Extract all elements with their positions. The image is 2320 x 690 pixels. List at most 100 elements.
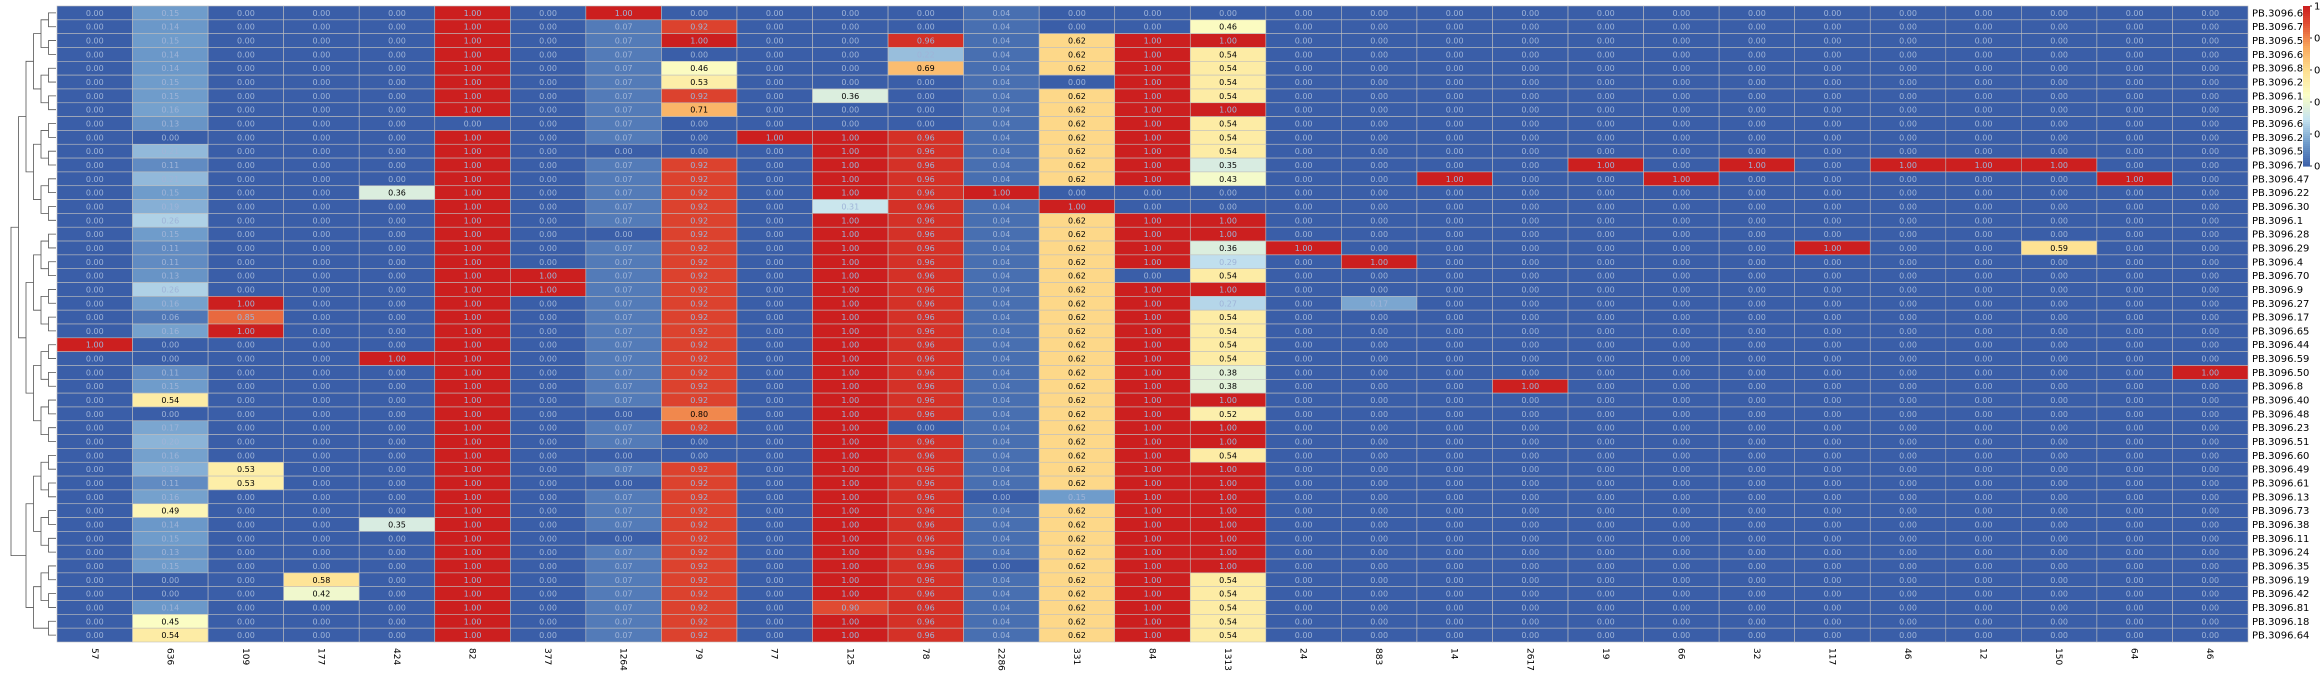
dendrogram-branch xyxy=(48,537,56,553)
cell-value-label: 1.00 xyxy=(464,534,482,543)
cell-value-label: 0.00 xyxy=(2126,299,2144,308)
cell-value-label: 0.96 xyxy=(917,285,935,294)
cell-value-label: 0.00 xyxy=(2201,106,2219,115)
cell-value-label: 0.04 xyxy=(992,548,1010,557)
cell-value-label: 0.00 xyxy=(1975,258,1993,267)
cell-value-label: 0.00 xyxy=(1748,617,1766,626)
cell-value-label: 0.00 xyxy=(766,161,784,170)
cell-value-label: 0.14 xyxy=(161,520,179,529)
cell-value-label: 0.00 xyxy=(1295,23,1313,32)
column-label: 19 xyxy=(1600,648,1610,660)
cell-value-label: 0.00 xyxy=(1295,396,1313,405)
cell-value-label: 0.00 xyxy=(388,451,406,460)
cell-value-label: 0.00 xyxy=(1975,106,1993,115)
dendrogram-branch xyxy=(48,510,56,525)
cell-value-label: 0.00 xyxy=(1748,202,1766,211)
cell-value-label: 1.00 xyxy=(1748,161,1766,170)
cell-value-label: 1.00 xyxy=(841,272,859,281)
cell-value-label: 1.00 xyxy=(464,465,482,474)
legend-gradient-step xyxy=(2303,46,2310,49)
cell-value-label: 0.00 xyxy=(388,244,406,253)
cell-value-label: 1.00 xyxy=(841,299,859,308)
cell-value-label: 0.00 xyxy=(1975,78,1993,87)
column-label: 84 xyxy=(1147,648,1157,660)
cell-value-label: 0.00 xyxy=(766,562,784,571)
legend-gradient-step xyxy=(2303,44,2310,47)
cell-value-label: 1.00 xyxy=(464,299,482,308)
cell-value-label: 0.00 xyxy=(1370,64,1388,73)
cell-value-label: 0.00 xyxy=(1824,64,1842,73)
cell-value-label: 0.00 xyxy=(1446,92,1464,101)
column-label: 24 xyxy=(1298,648,1308,660)
cell-value-label: 0.00 xyxy=(2126,244,2144,253)
cell-value-label: 0.00 xyxy=(1672,50,1690,59)
cell-value-label: 1.00 xyxy=(1144,258,1162,267)
cell-value-label: 0.00 xyxy=(86,355,104,364)
cell-value-label: 0.00 xyxy=(313,216,331,225)
legend-gradient-step xyxy=(2303,16,2310,19)
dendrogram-branch xyxy=(48,12,56,28)
cell-value-label: 1.00 xyxy=(464,78,482,87)
cell-value-label: 1.00 xyxy=(464,382,482,391)
cell-value-label: 0.04 xyxy=(992,465,1010,474)
row-label: PB.3096.7 xyxy=(2252,161,2303,172)
cell-value-label: 0.04 xyxy=(992,244,1010,253)
cell-value-label: 0.00 xyxy=(1899,244,1917,253)
cell-value-label: 0.00 xyxy=(841,64,859,73)
cell-value-label: 0.00 xyxy=(539,244,557,253)
cell-value-label: 0.96 xyxy=(917,590,935,599)
cell-value-label: 0.00 xyxy=(1824,590,1842,599)
cell-value-label: 0.00 xyxy=(1295,120,1313,129)
cell-value-label: 0.00 xyxy=(917,9,935,18)
cell-value-label: 0.00 xyxy=(86,410,104,419)
cell-value-label: 0.00 xyxy=(1975,175,1993,184)
cell-value-label: 0.00 xyxy=(1672,327,1690,336)
cell-value-label: 0.92 xyxy=(690,617,708,626)
cell-value-label: 0.04 xyxy=(992,382,1010,391)
cell-value-label: 1.00 xyxy=(1144,120,1162,129)
cell-value-label: 0.00 xyxy=(1295,590,1313,599)
cell-value-label: 0.00 xyxy=(313,479,331,488)
cell-value-label: 0.00 xyxy=(1824,451,1842,460)
cell-value-label: 0.54 xyxy=(1219,120,1237,129)
legend-gradient-step xyxy=(2303,104,2310,107)
legend-gradient-step xyxy=(2303,76,2310,79)
cell-value-label: 0.92 xyxy=(690,631,708,640)
cell-value-label: 0.00 xyxy=(1446,396,1464,405)
cell-value-label: 0.54 xyxy=(1219,631,1237,640)
cell-value-label: 0.00 xyxy=(388,9,406,18)
cell-value-label: 0.00 xyxy=(1219,202,1237,211)
cell-value-label: 0.00 xyxy=(388,548,406,557)
cell-value-label: 1.00 xyxy=(2201,368,2219,377)
dendrogram-branch xyxy=(48,261,56,277)
cell-value-label: 1.00 xyxy=(841,520,859,529)
cell-value-label: 0.62 xyxy=(1068,244,1086,253)
cell-value-label: 0.00 xyxy=(2201,133,2219,142)
cell-value-label: 0.00 xyxy=(539,617,557,626)
cell-value-label: 0.00 xyxy=(1295,341,1313,350)
cell-value-label: 0.00 xyxy=(86,313,104,322)
legend-tick-label: 0.8 xyxy=(2314,34,2320,45)
cell-value-label: 0.00 xyxy=(2201,382,2219,391)
cell-value-label: 0.00 xyxy=(1370,106,1388,115)
cell-value-label: 1.00 xyxy=(464,50,482,59)
cell-value-label: 0.00 xyxy=(237,424,255,433)
cell-value-label: 0.00 xyxy=(1975,313,1993,322)
cell-value-label: 0.07 xyxy=(615,258,633,267)
cell-value-label: 0.35 xyxy=(388,520,406,529)
cell-value-label: 1.00 xyxy=(841,438,859,447)
cell-value-label: 0.00 xyxy=(313,396,331,405)
cell-value-label: 0.00 xyxy=(388,202,406,211)
row-label: PB.3096.21 xyxy=(2252,133,2309,144)
cell-value-label: 0.00 xyxy=(237,576,255,585)
cell-value-label: 0.00 xyxy=(1295,92,1313,101)
cell-value-label: 0.00 xyxy=(766,355,784,364)
cell-value-label: 0.62 xyxy=(1068,562,1086,571)
cell-value-label: 0.00 xyxy=(86,285,104,294)
cell-value-label: 1.00 xyxy=(1144,424,1162,433)
cell-value-label: 0.00 xyxy=(1446,465,1464,474)
dendrogram-branch xyxy=(48,233,56,249)
cell-value-label: 0.54 xyxy=(1219,272,1237,281)
cell-value-label: 0.00 xyxy=(2126,272,2144,281)
